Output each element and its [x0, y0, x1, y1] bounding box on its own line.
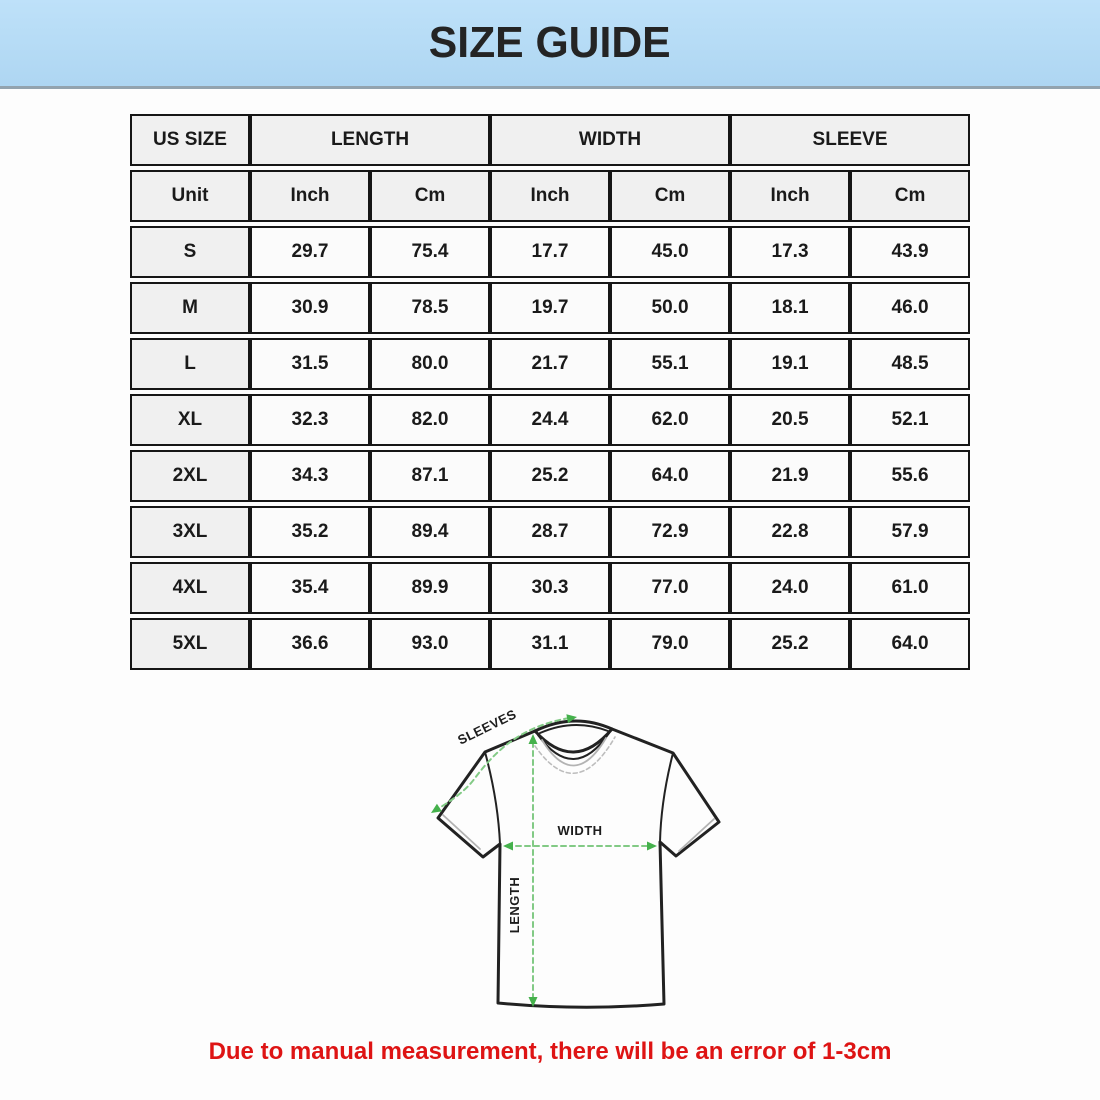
- value-cell: 31.1: [490, 618, 611, 670]
- header-banner: SIZE GUIDE: [0, 0, 1100, 89]
- value-cell: 93.0: [370, 618, 491, 670]
- table-row: 5XL 36.6 93.0 31.1 79.0 25.2 64.0: [130, 618, 971, 670]
- size-cell: S: [130, 226, 250, 278]
- value-cell: 45.0: [610, 226, 731, 278]
- measurement-annotations: WIDTH LENGTH SLEEVES: [431, 706, 657, 1007]
- value-cell: 55.6: [850, 450, 971, 502]
- value-cell: 21.9: [730, 450, 851, 502]
- value-cell: 82.0: [370, 394, 491, 446]
- value-cell: 57.9: [850, 506, 971, 558]
- value-cell: 78.5: [370, 282, 491, 334]
- size-cell: M: [130, 282, 250, 334]
- value-cell: 31.5: [250, 338, 370, 390]
- length-arrow-down-icon: [528, 997, 538, 1007]
- value-cell: 89.4: [370, 506, 491, 558]
- sleeve-measure-line: [435, 717, 570, 811]
- value-cell: 30.3: [490, 562, 611, 614]
- sleeve-arrow-right-icon: [566, 714, 577, 724]
- table-row: 4XL 35.4 89.9 30.3 77.0 24.0 61.0: [130, 562, 971, 614]
- value-cell: 18.1: [730, 282, 851, 334]
- unit-cell: Cm: [610, 170, 731, 222]
- page-title: SIZE GUIDE: [429, 18, 671, 67]
- value-cell: 52.1: [850, 394, 971, 446]
- value-cell: 30.9: [250, 282, 370, 334]
- value-cell: 29.7: [250, 226, 370, 278]
- table-row: S 29.7 75.4 17.7 45.0 17.3 43.9: [130, 226, 971, 278]
- table-row: M 30.9 78.5 19.7 50.0 18.1 46.0: [130, 282, 971, 334]
- value-cell: 46.0: [850, 282, 971, 334]
- column-header-sleeve: SLEEVE: [730, 114, 971, 166]
- value-cell: 20.5: [730, 394, 851, 446]
- value-cell: 89.9: [370, 562, 491, 614]
- value-cell: 28.7: [490, 506, 611, 558]
- unit-cell: Cm: [850, 170, 971, 222]
- size-cell: 5XL: [130, 618, 250, 670]
- sleeve-arrow-end-icon: [431, 803, 442, 813]
- unit-label-cell: Unit: [130, 170, 250, 222]
- width-label: WIDTH: [557, 823, 602, 838]
- value-cell: 25.2: [730, 618, 851, 670]
- column-group-row: US SIZE LENGTH WIDTH SLEEVE: [130, 114, 971, 166]
- size-cell: 2XL: [130, 450, 250, 502]
- length-label: LENGTH: [507, 877, 522, 933]
- value-cell: 64.0: [610, 450, 731, 502]
- value-cell: 80.0: [370, 338, 491, 390]
- value-cell: 61.0: [850, 562, 971, 614]
- column-header-width: WIDTH: [490, 114, 731, 166]
- table-row: XL 32.3 82.0 24.4 62.0 20.5 52.1: [130, 394, 971, 446]
- unit-header-row: Unit Inch Cm Inch Cm Inch Cm: [130, 170, 971, 222]
- tshirt-outline: [436, 719, 721, 1009]
- unit-cell: Inch: [730, 170, 851, 222]
- tshirt-measurement-diagram: WIDTH LENGTH SLEEVES: [431, 706, 721, 1009]
- column-header-us-size: US SIZE: [130, 114, 250, 166]
- value-cell: 22.8: [730, 506, 851, 558]
- value-cell: 32.3: [250, 394, 370, 446]
- value-cell: 36.6: [250, 618, 370, 670]
- table-row: L 31.5 80.0 21.7 55.1 19.1 48.5: [130, 338, 971, 390]
- measurement-disclaimer: Due to manual measurement, there will be…: [208, 1038, 892, 1065]
- size-cell: 3XL: [130, 506, 250, 558]
- value-cell: 35.4: [250, 562, 370, 614]
- size-cell: L: [130, 338, 250, 390]
- value-cell: 50.0: [610, 282, 731, 334]
- column-header-length: LENGTH: [250, 114, 491, 166]
- value-cell: 24.0: [730, 562, 851, 614]
- unit-cell: Inch: [490, 170, 611, 222]
- value-cell: 79.0: [610, 618, 731, 670]
- value-cell: 43.9: [850, 226, 971, 278]
- value-cell: 48.5: [850, 338, 971, 390]
- size-cell: 4XL: [130, 562, 250, 614]
- value-cell: 17.3: [730, 226, 851, 278]
- table-row: 2XL 34.3 87.1 25.2 64.0 21.9 55.6: [130, 450, 971, 502]
- value-cell: 35.2: [250, 506, 370, 558]
- value-cell: 75.4: [370, 226, 491, 278]
- width-arrow-left-icon: [503, 841, 513, 851]
- size-chart-table: US SIZE LENGTH WIDTH SLEEVE Unit Inch Cm…: [130, 110, 971, 674]
- unit-cell: Cm: [370, 170, 491, 222]
- value-cell: 87.1: [370, 450, 491, 502]
- value-cell: 62.0: [610, 394, 731, 446]
- value-cell: 77.0: [610, 562, 731, 614]
- value-cell: 19.1: [730, 338, 851, 390]
- value-cell: 34.3: [250, 450, 370, 502]
- value-cell: 24.4: [490, 394, 611, 446]
- length-arrow-up-icon: [528, 734, 538, 744]
- value-cell: 64.0: [850, 618, 971, 670]
- value-cell: 55.1: [610, 338, 731, 390]
- value-cell: 72.9: [610, 506, 731, 558]
- value-cell: 25.2: [490, 450, 611, 502]
- size-cell: XL: [130, 394, 250, 446]
- value-cell: 21.7: [490, 338, 611, 390]
- table-row: 3XL 35.2 89.4 28.7 72.9 22.8 57.9: [130, 506, 971, 558]
- value-cell: 19.7: [490, 282, 611, 334]
- unit-cell: Inch: [250, 170, 370, 222]
- value-cell: 17.7: [490, 226, 611, 278]
- width-arrow-right-icon: [647, 841, 657, 851]
